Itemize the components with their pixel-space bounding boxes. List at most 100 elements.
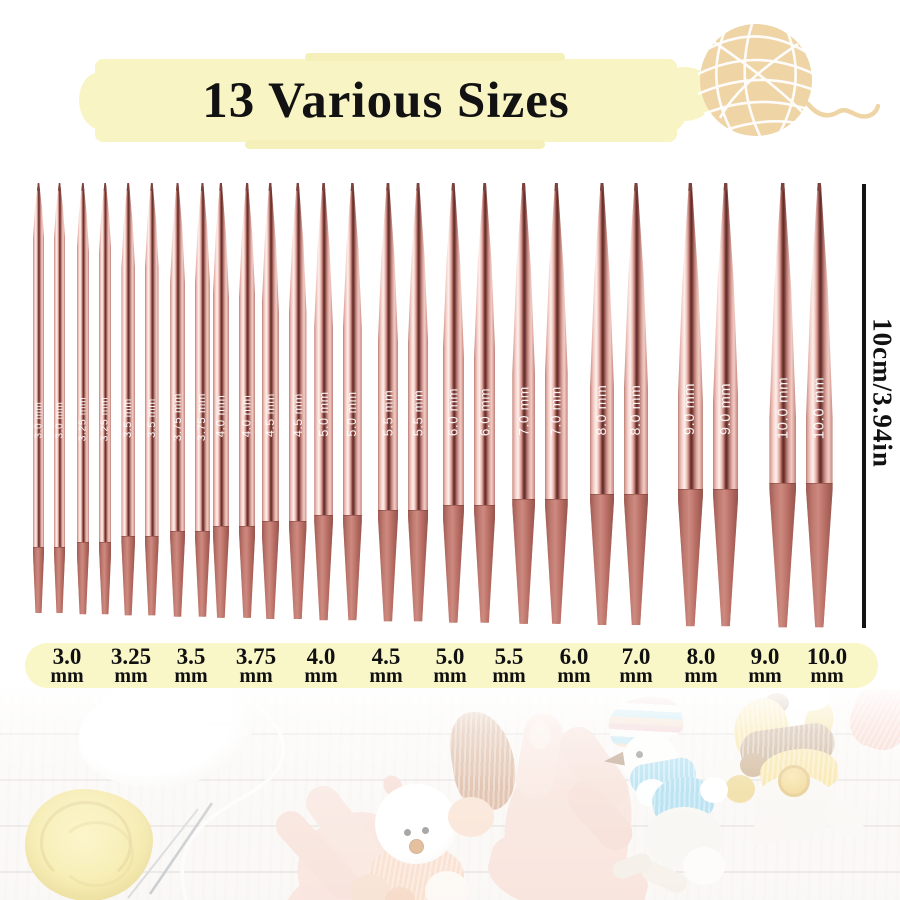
size-label: 5.0 mm <box>433 644 466 686</box>
needle-size-engraving: 6.0 mm <box>477 387 493 437</box>
needle: 5.0 mm <box>314 183 333 621</box>
needle-shaft <box>314 183 333 621</box>
needle-size-engraving: 3.25 mm <box>99 396 111 442</box>
needle: 8.0 mm <box>590 183 614 625</box>
needle-tip <box>295 183 301 191</box>
size-label: 3.75 mm <box>235 644 277 687</box>
measure-line <box>862 184 866 628</box>
needle-matte-tail <box>145 536 159 616</box>
needle-matte-tail <box>195 531 210 617</box>
needle-tip <box>633 183 639 191</box>
needle-size-engraving: 4.0 mm <box>240 394 254 438</box>
needle-size-engraving: 3.75 mm <box>171 392 184 442</box>
needle-matte-tail <box>343 515 362 621</box>
needle-matte-tail <box>261 520 279 619</box>
size-unit: mm <box>239 665 273 687</box>
size-unit: mm <box>114 665 148 687</box>
needle-matte-tail <box>54 547 65 613</box>
size-value: 4.0 <box>306 644 336 669</box>
yarn-tail <box>805 101 881 119</box>
needle-size-engraving: 5.0 mm <box>345 391 360 437</box>
size-label: 3.5 mm <box>174 644 208 687</box>
needle-size-engraving: 3.0 mm <box>54 401 65 439</box>
size-value: 5.0 <box>435 644 465 669</box>
needle: 5.5 mm <box>408 183 429 622</box>
needle: 4.0 mm <box>212 183 229 618</box>
needle-tip <box>385 183 391 191</box>
needle: 7.0 mm <box>545 183 568 624</box>
needle-shaft <box>170 183 185 617</box>
size-value: 5.5 <box>494 644 524 669</box>
needle: 10.0 mm <box>769 183 796 628</box>
needle: 3.5 mm <box>121 183 135 616</box>
needle-tip <box>687 183 693 191</box>
needle-shaft <box>343 183 362 621</box>
size-value: 3.75 <box>235 644 277 669</box>
needle-size-engraving: 10.0 mm <box>774 376 792 440</box>
needle-tip <box>482 183 488 191</box>
needle: 4.0 mm <box>239 183 256 618</box>
size-label: 4.5 mm <box>369 644 402 686</box>
needle-shaft <box>195 183 210 617</box>
needle-tip <box>553 183 559 191</box>
size-unit: mm <box>684 665 718 687</box>
needle-size-engraving: 3.0 mm <box>33 401 44 439</box>
yarn-ball-icon <box>668 23 881 137</box>
needle-tip <box>321 183 327 191</box>
size-unit: mm <box>557 665 591 687</box>
needle-tip <box>36 183 41 191</box>
title-highlight <box>79 53 689 149</box>
needle: 4.5 mm <box>261 183 279 619</box>
needle-size-engraving: 8.0 mm <box>594 384 610 436</box>
needle-size-engraving: 6.0 mm <box>445 387 461 437</box>
needle: 3.75 mm <box>170 183 185 617</box>
page-title: 13 Various Sizes <box>202 72 570 129</box>
needle-shaft <box>121 183 135 616</box>
needle: 4.5 mm <box>289 183 307 619</box>
needle-matte-tail <box>590 494 614 625</box>
needle-matte-tail <box>624 494 648 625</box>
needle: 9.0 mm <box>677 183 703 627</box>
needle: 3.0 mm <box>54 183 65 613</box>
size-unit: mm <box>174 665 208 687</box>
size-unit: mm <box>748 665 782 687</box>
needle-matte-tail <box>769 483 796 628</box>
needle-matte-tail <box>545 499 568 624</box>
size-label: 3.0 mm <box>50 644 84 687</box>
needle-size-engraving: 8.0 mm <box>628 384 644 436</box>
needle-shaft <box>289 183 307 619</box>
needle: 5.5 mm <box>377 183 398 622</box>
needle-tip <box>80 183 86 191</box>
needle-matte-tail <box>442 504 464 623</box>
needle-size-engraving: 7.0 mm <box>516 386 532 436</box>
needle: 3.25 mm <box>99 183 112 615</box>
needle-size-engraving: 3.75 mm <box>196 392 209 442</box>
needle-shaft <box>76 183 89 615</box>
size-label: 9.0 mm <box>748 645 782 687</box>
needle-size-engraving: 4.0 mm <box>214 394 228 438</box>
size-label: 7.0 mm <box>619 645 652 686</box>
needle-matte-tail <box>99 541 112 615</box>
size-value: 3.25 <box>110 644 152 669</box>
needle-shaft <box>33 183 44 613</box>
needle-shaft <box>212 183 229 618</box>
needle-matte-tail <box>377 509 398 622</box>
needle-size-engraving: 3.25 mm <box>77 396 89 442</box>
needle-tip <box>450 183 456 191</box>
needle: 9.0 mm <box>713 183 739 627</box>
needle-matte-tail <box>239 525 256 618</box>
needle-size-engraving: 5.5 mm <box>410 389 426 437</box>
needle-matte-tail <box>512 499 535 624</box>
needle: 5.0 mm <box>343 183 362 621</box>
needle: 3.5 mm <box>145 183 159 616</box>
needle-matte-tail <box>474 504 496 623</box>
size-value: 4.5 <box>371 644 401 669</box>
size-value: 3.5 <box>176 644 206 669</box>
size-value: 3.0 <box>52 644 82 669</box>
needle-size-engraving: 3.5 mm <box>145 398 158 438</box>
needle-size-engraving: 4.5 mm <box>263 393 278 437</box>
needle-matte-tail <box>289 520 307 619</box>
size-unit: mm <box>50 665 84 687</box>
needle-shaft <box>145 183 159 616</box>
